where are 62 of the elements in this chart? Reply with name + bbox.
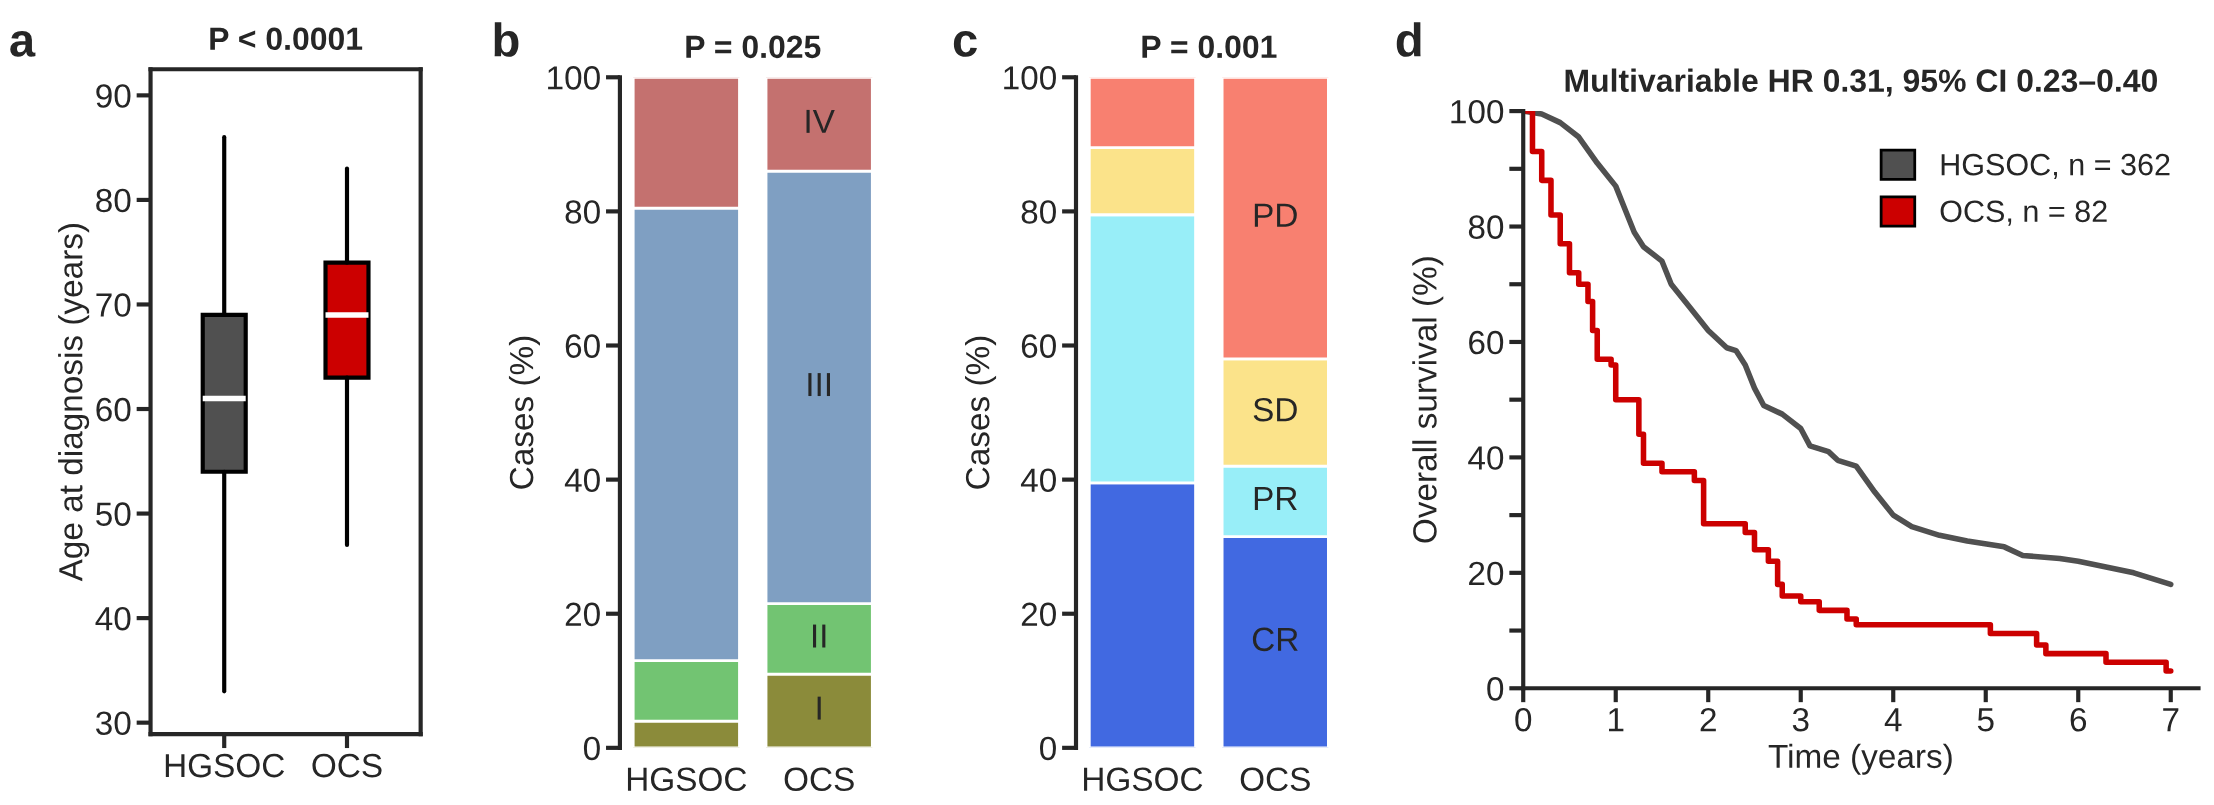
chart-title: P = 0.001 <box>1142 35 1277 59</box>
y-tick-label: 90 <box>96 84 131 108</box>
x-tick-label: OCS <box>784 767 854 792</box>
text: a <box>10 30 36 57</box>
y-axis-title: Cases (%) <box>965 336 997 489</box>
x-tick-label: 4 <box>1884 708 1902 732</box>
chart-title: Multivariable HR 0.31, 95% CI 0.23–0.40 <box>1565 68 2157 97</box>
text: c <box>953 30 977 57</box>
y-axis-title: Overall survival (%) <box>1412 257 1444 543</box>
x-tick-label: 2 <box>1700 707 1716 732</box>
series-label: PD <box>1254 203 1297 227</box>
y-tick-label: 80 <box>1021 200 1056 224</box>
x-tick-label: 0 <box>1515 707 1532 732</box>
series-label: SD <box>1253 397 1297 422</box>
y-tick-label: 60 <box>1021 334 1056 358</box>
y-tick-label: 50 <box>96 502 131 526</box>
y-tick-label: 40 <box>95 606 131 631</box>
y-tick-label: 60 <box>96 397 131 422</box>
y-tick-label: 20 <box>1021 602 1056 627</box>
series-label: PR <box>1254 487 1297 511</box>
y-tick-label: 40 <box>564 468 600 493</box>
y-tick-label: 80 <box>96 188 131 213</box>
series-label: IV <box>806 109 835 133</box>
chart-title: P < 0.0001 <box>210 27 363 51</box>
y-axis-title: Cases (%) <box>508 336 540 489</box>
x-tick-label: 5 <box>1977 708 1994 732</box>
series-label: CR <box>1252 627 1298 652</box>
text: d <box>1396 22 1421 57</box>
y-tick-label: 100 <box>548 66 600 90</box>
y-tick-label: 100 <box>1451 99 1504 124</box>
y-tick-label: 0 <box>1040 736 1056 761</box>
y-tick-label: 0 <box>583 736 600 761</box>
x-tick-label: OCS <box>312 753 382 778</box>
series-label: I <box>817 696 821 720</box>
y-tick-label: 100 <box>1004 66 1056 90</box>
chart-title: P = 0.025 <box>686 35 821 59</box>
y-axis-title: Age at diagnosis (years) <box>58 224 90 582</box>
x-tick-label: 7 <box>2163 708 2179 732</box>
y-tick-label: 20 <box>565 602 600 627</box>
y-tick-label: 20 <box>1469 561 1504 586</box>
y-tick-label: 60 <box>1469 330 1504 355</box>
y-tick-label: 70 <box>96 293 131 317</box>
y-tick-label: 60 <box>565 334 600 358</box>
x-tick-label: OCS <box>1240 767 1310 792</box>
x-tick-label: 1 <box>1609 708 1624 732</box>
text: b <box>494 22 519 57</box>
y-tick-label: 30 <box>96 711 131 736</box>
x-tick-label: HGSOC <box>627 767 747 792</box>
x-axis-title: Time (years) <box>1768 743 1952 775</box>
x-tick-label: 6 <box>2070 707 2087 732</box>
x-tick-label: HGSOC <box>1084 767 1203 792</box>
x-tick-label: HGSOC <box>165 753 285 778</box>
legend-label: HGSOC, n = 362 <box>1941 153 2170 180</box>
legend-label: OCS, n = 82 <box>1940 200 2107 226</box>
y-tick-label: 40 <box>1468 446 1504 470</box>
y-tick-label: 0 <box>1487 677 1504 701</box>
y-tick-label: 40 <box>1020 468 1056 493</box>
series-label: II <box>813 624 826 648</box>
series-label: III <box>808 373 830 397</box>
y-tick-label: 80 <box>1468 215 1504 239</box>
x-tick-label: 3 <box>1792 707 1809 732</box>
y-tick-label: 80 <box>565 200 600 224</box>
